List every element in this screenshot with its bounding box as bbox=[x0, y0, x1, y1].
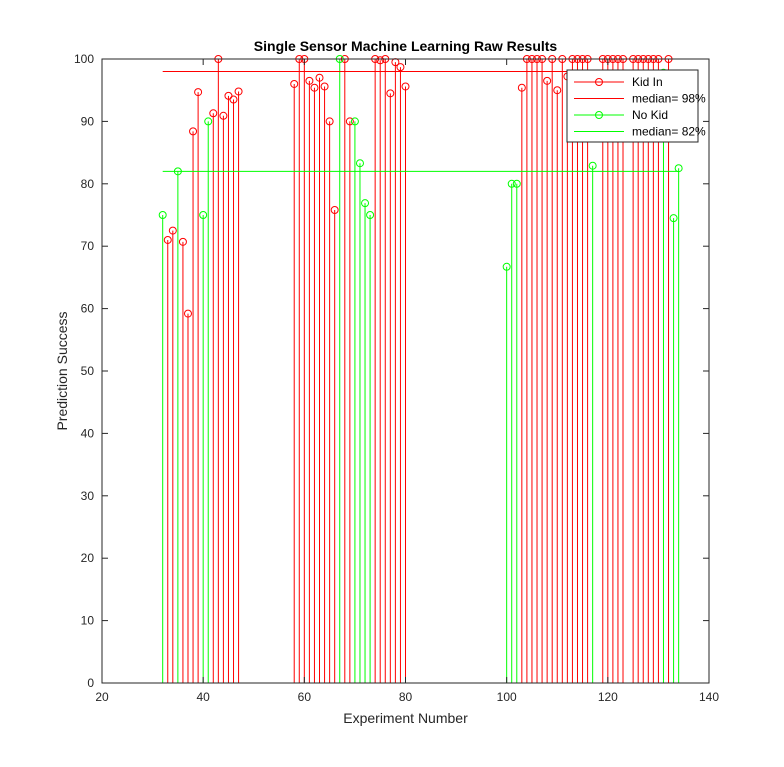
stem-marker bbox=[229, 95, 238, 104]
x-tick-label: 80 bbox=[399, 690, 413, 704]
stem-marker bbox=[189, 127, 198, 136]
y-tick-label: 70 bbox=[81, 239, 95, 253]
stem-marker bbox=[320, 82, 329, 91]
y-tick-label: 100 bbox=[74, 52, 94, 66]
stem-marker bbox=[512, 179, 521, 188]
stem-marker bbox=[199, 211, 208, 219]
x-tick-label: 100 bbox=[497, 690, 517, 704]
stem-series bbox=[162, 59, 680, 683]
stem-marker bbox=[588, 161, 597, 170]
x-tick-label: 60 bbox=[298, 690, 312, 704]
stem-marker bbox=[168, 226, 177, 235]
y-tick-label: 0 bbox=[87, 676, 94, 690]
y-axis-ticks: 0 10 20 30 40 50 60 70 80 90 100 bbox=[74, 52, 709, 690]
y-tick-label: 90 bbox=[81, 114, 95, 128]
stem-marker bbox=[669, 214, 678, 223]
x-tick-label: 40 bbox=[196, 690, 210, 704]
x-tick-label: 140 bbox=[699, 690, 719, 704]
stem-marker bbox=[502, 262, 511, 271]
y-tick-label: 60 bbox=[81, 302, 95, 316]
stem-marker bbox=[194, 88, 203, 97]
legend: Kid In median= 98% No Kid median= 82% bbox=[566, 69, 706, 143]
y-tick-label: 30 bbox=[81, 489, 95, 503]
stem-marker bbox=[158, 211, 167, 219]
legend-swatch-marker bbox=[595, 111, 603, 119]
stem-marker bbox=[290, 79, 299, 88]
chart-title: Single Sensor Machine Learning Raw Resul… bbox=[254, 38, 558, 54]
x-axis-label: Experiment Number bbox=[343, 710, 468, 726]
stem-marker bbox=[330, 206, 339, 215]
x-axis-ticks: 20 40 60 80 100 120 140 bbox=[95, 59, 719, 704]
stem-marker bbox=[219, 111, 228, 120]
stem-marker bbox=[543, 76, 552, 85]
stem-marker bbox=[310, 83, 319, 92]
x-tick-label: 120 bbox=[598, 690, 618, 704]
stem-marker bbox=[553, 86, 562, 95]
stem-marker bbox=[366, 211, 375, 219]
stem-marker bbox=[361, 199, 370, 208]
legend-entry-label: Kid In bbox=[632, 75, 663, 89]
stem-marker bbox=[386, 89, 395, 98]
stem-marker bbox=[234, 87, 243, 96]
stem-marker bbox=[401, 82, 410, 91]
stem-marker bbox=[396, 63, 405, 72]
legend-swatch-marker bbox=[595, 78, 603, 86]
stem-marker bbox=[325, 117, 334, 126]
stem-marker bbox=[507, 179, 516, 188]
stem-marker bbox=[305, 76, 314, 85]
stem-marker bbox=[315, 73, 324, 82]
stem-marker bbox=[517, 83, 526, 92]
stem-marker bbox=[345, 117, 354, 126]
stem-marker bbox=[163, 235, 172, 244]
plot-area: 20 40 60 80 100 120 140 0 10 20 30 40 50 60 70 80 90 100 bbox=[74, 52, 719, 704]
stem-marker bbox=[209, 109, 218, 118]
stem-marker bbox=[350, 117, 359, 126]
legend-entry-label: median= 82% bbox=[632, 125, 706, 139]
y-tick-label: 50 bbox=[81, 364, 95, 378]
legend-entry-label: median= 98% bbox=[632, 92, 706, 106]
stem-marker bbox=[376, 56, 385, 65]
y-tick-label: 80 bbox=[81, 177, 95, 191]
stem-marker bbox=[204, 117, 213, 126]
y-tick-label: 10 bbox=[81, 614, 95, 628]
y-tick-label: 20 bbox=[81, 551, 95, 565]
stem-marker bbox=[173, 167, 182, 176]
y-tick-label: 40 bbox=[81, 426, 95, 440]
stem-marker bbox=[674, 164, 683, 173]
x-tick-label: 20 bbox=[95, 690, 109, 704]
stem-marker bbox=[183, 309, 192, 318]
stem-marker bbox=[224, 91, 233, 100]
y-axis-label: Prediction Success bbox=[54, 311, 70, 430]
stem-marker bbox=[178, 237, 187, 246]
stem-marker bbox=[355, 159, 364, 168]
legend-entry-label: No Kid bbox=[632, 108, 668, 122]
